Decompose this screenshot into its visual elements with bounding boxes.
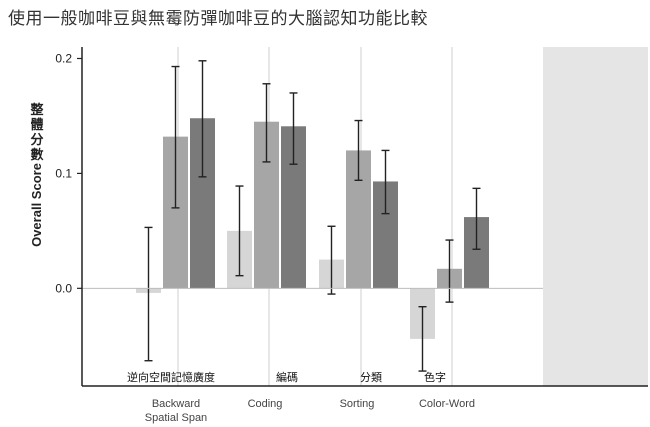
y-axis-label-en: Overall Score — [29, 163, 44, 247]
y-tick-label: 0.1 — [55, 166, 72, 180]
category-label-zh: 逆向空間記憶廣度 — [127, 370, 215, 384]
category-label-zh: 分類 — [360, 371, 382, 384]
y-tick-label: 0.2 — [55, 51, 72, 65]
y-tick-label: 0.0 — [55, 281, 72, 295]
error-bars — [144, 60, 481, 372]
category-label-zh: 色字 — [424, 370, 446, 384]
category-label-en: Spatial Span — [145, 412, 207, 424]
plot-area — [543, 47, 648, 386]
y-ticks: 0.0 0.1 0.2 — [55, 51, 82, 295]
bars — [136, 118, 489, 339]
shaded-region — [543, 47, 648, 386]
category-label-en: Coding — [248, 398, 283, 410]
y-axis-label-zh: 整體分數 — [29, 102, 44, 163]
axes — [81, 47, 648, 387]
page-title: 使用一般咖啡豆與無霉防彈咖啡豆的大腦認知功能比較 — [8, 9, 428, 29]
category-label-en: Backward — [152, 398, 200, 410]
category-labels: 逆向空間記憶廣度 編碼 分類 色字 Backward Spatial Span Coding… — [127, 370, 475, 424]
category-label-en: Sorting — [340, 398, 375, 410]
category-label-en: Color-Word — [419, 398, 475, 410]
category-label-zh: 編碼 — [276, 370, 298, 384]
